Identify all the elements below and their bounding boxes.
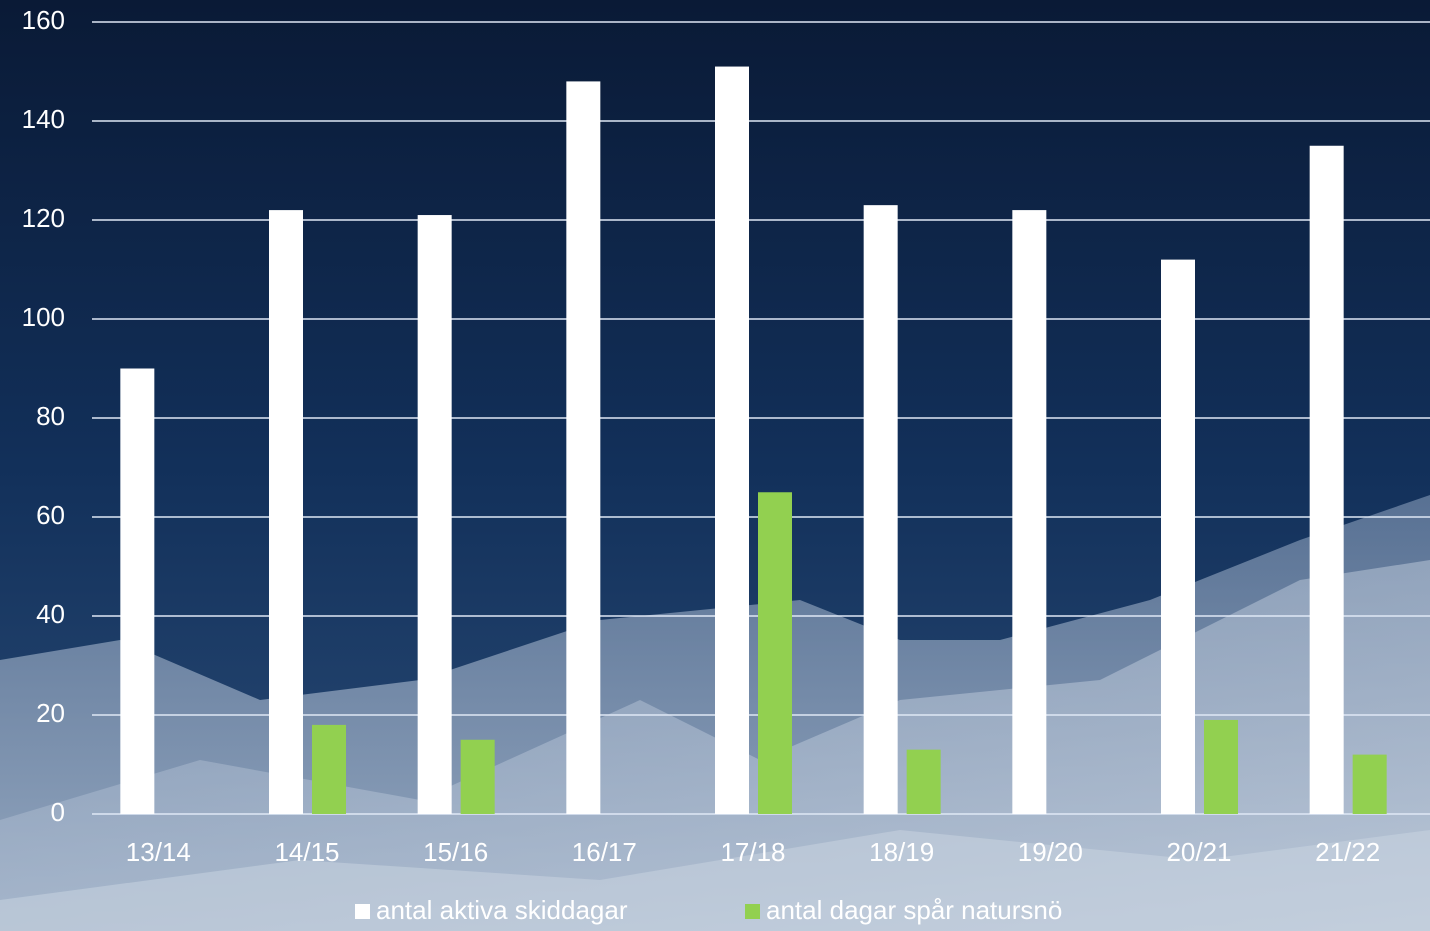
y-tick-label: 140	[22, 104, 65, 134]
y-tick-label: 80	[36, 401, 65, 431]
bar	[417, 215, 452, 815]
x-tick-label: 15/16	[423, 837, 488, 867]
y-tick-label: 100	[22, 302, 65, 332]
bar	[460, 739, 495, 814]
y-tick-label: 160	[22, 5, 65, 35]
x-tick-label: 21/22	[1315, 837, 1380, 867]
bar	[1012, 210, 1047, 815]
bar	[863, 205, 898, 814]
x-tick-label: 19/20	[1018, 837, 1083, 867]
x-tick-label: 20/21	[1166, 837, 1231, 867]
bar	[312, 724, 346, 814]
bar	[1204, 719, 1238, 814]
bar	[1161, 259, 1195, 815]
y-tick-label: 120	[22, 203, 65, 233]
x-tick-label: 17/18	[720, 837, 785, 867]
y-tick-label: 20	[36, 698, 65, 728]
bar	[758, 492, 792, 814]
y-tick-label: 40	[36, 599, 65, 629]
legend-swatch	[355, 904, 370, 919]
bar	[1309, 145, 1344, 814]
x-tick-label: 18/19	[869, 837, 934, 867]
bar	[566, 81, 601, 814]
legend-label: antal dagar spår natursnö	[766, 895, 1062, 925]
legend-swatch	[745, 904, 760, 919]
y-tick-label: 60	[36, 500, 65, 530]
bar	[269, 210, 303, 815]
x-tick-label: 14/15	[274, 837, 339, 867]
legend-label: antal aktiva skiddagar	[376, 895, 628, 925]
x-tick-label: 16/17	[572, 837, 637, 867]
y-tick-label: 0	[51, 797, 65, 827]
bar	[120, 368, 155, 814]
bar	[906, 749, 941, 814]
x-tick-label: 13/14	[126, 837, 191, 867]
bar	[1352, 754, 1387, 814]
bar	[715, 66, 749, 815]
